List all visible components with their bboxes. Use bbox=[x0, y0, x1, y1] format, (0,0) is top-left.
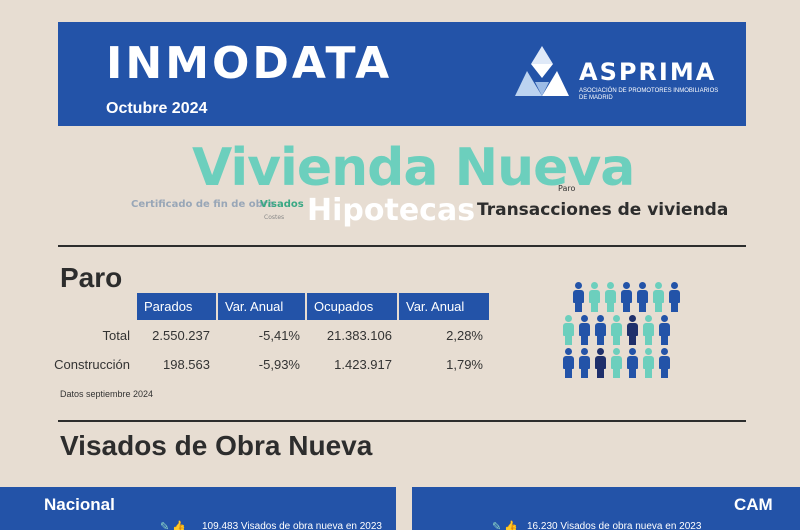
topic-vivienda-nueva[interactable]: Vivienda Nueva bbox=[192, 138, 635, 198]
person-icon bbox=[642, 315, 654, 345]
person-icon bbox=[562, 315, 574, 345]
logo-brand: ASPRIMA bbox=[579, 58, 717, 86]
person-icon bbox=[636, 282, 648, 312]
row-label-total: Total bbox=[102, 328, 130, 343]
asprima-logo[interactable]: ASPRIMA ASOCIACIÓN DE PROMOTORES INMOBIL… bbox=[513, 44, 728, 104]
person-icon bbox=[562, 348, 574, 378]
thumbs-up-icon: ✎ 👍 bbox=[492, 521, 518, 530]
cell-construccion-ocupados: 1.423.917 bbox=[334, 357, 392, 372]
panel-nacional: Nacional ✎ 👍 109.483 Visados de obra nue… bbox=[0, 487, 396, 530]
person-icon bbox=[604, 282, 616, 312]
col-header-ocupados: Ocupados bbox=[307, 293, 397, 320]
topic-visados[interactable]: Visados bbox=[260, 199, 304, 210]
panel-cam: CAM ✎ 👍 16.230 Visados de obra nueva en … bbox=[412, 487, 800, 530]
topic-costes[interactable]: Costes bbox=[264, 214, 285, 221]
person-icon bbox=[610, 348, 622, 378]
logo-tagline: ASOCIACIÓN DE PROMOTORES INMOBILIARIOS D… bbox=[579, 88, 719, 101]
person-icon bbox=[594, 315, 606, 345]
topic-paro[interactable]: Paro bbox=[558, 184, 576, 193]
section-divider bbox=[58, 245, 746, 247]
topic-hipotecas[interactable]: Hipotecas bbox=[307, 193, 476, 228]
panel-nacional-line: 109.483 Visados de obra nueva en 2023 bbox=[202, 521, 382, 530]
topic-certificado[interactable]: Certificado de fin de obra bbox=[131, 199, 275, 210]
person-icon bbox=[658, 315, 670, 345]
panel-cam-line: 16.230 Visados de obra nueva en 2023 bbox=[527, 521, 702, 530]
topic-transacciones[interactable]: Transacciones de vivienda bbox=[477, 200, 729, 220]
person-icon bbox=[578, 348, 590, 378]
visados-section-title: Visados de Obra Nueva bbox=[60, 430, 373, 461]
person-icon bbox=[620, 282, 632, 312]
person-icon bbox=[594, 348, 606, 378]
person-icon bbox=[658, 348, 670, 378]
people-icon-group bbox=[558, 282, 680, 382]
person-icon bbox=[626, 348, 638, 378]
person-icon bbox=[668, 282, 680, 312]
col-header-var-anual-ocupados: Var. Anual bbox=[399, 293, 489, 320]
section-divider bbox=[58, 420, 746, 422]
paro-section-title: Paro bbox=[60, 262, 123, 293]
person-icon bbox=[572, 282, 584, 312]
cell-total-ocupados: 21.383.106 bbox=[326, 328, 392, 343]
cell-total-var-parados: -5,41% bbox=[258, 328, 300, 343]
person-icon bbox=[626, 315, 638, 345]
person-icon bbox=[588, 282, 600, 312]
thumbs-up-icon: ✎ 👍 bbox=[160, 521, 186, 530]
panel-nacional-title: Nacional bbox=[44, 495, 115, 514]
report-title: INMODATA bbox=[106, 38, 393, 89]
paro-data-note: Datos septiembre 2024 bbox=[60, 389, 154, 399]
cell-construccion-var-parados: -5,93% bbox=[258, 357, 300, 372]
header-banner: INMODATA Octubre 2024 ASPRIMA ASOCIACIÓN… bbox=[58, 22, 746, 126]
report-date: Octubre 2024 bbox=[106, 100, 208, 117]
person-icon bbox=[652, 282, 664, 312]
row-label-construccion: Construcción bbox=[54, 357, 130, 372]
cell-total-var-ocupados: 2,28% bbox=[446, 328, 483, 343]
asprima-logo-icon bbox=[515, 46, 569, 96]
cell-total-parados: 2.550.237 bbox=[152, 328, 210, 343]
cell-construccion-var-ocupados: 1,79% bbox=[446, 357, 483, 372]
person-icon bbox=[578, 315, 590, 345]
person-icon bbox=[610, 315, 622, 345]
person-icon bbox=[642, 348, 654, 378]
cell-construccion-parados: 198.563 bbox=[163, 357, 210, 372]
panel-cam-title: CAM bbox=[734, 495, 773, 514]
col-header-var-anual-parados: Var. Anual bbox=[218, 293, 305, 320]
col-header-parados: Parados bbox=[137, 293, 216, 320]
